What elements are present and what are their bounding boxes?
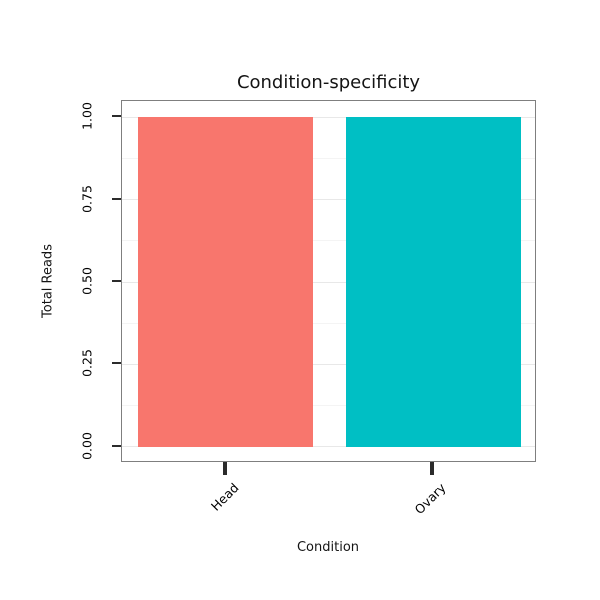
x-tick-label: Head — [207, 480, 242, 514]
y-tick-mark — [112, 444, 121, 447]
gridlines-layer — [122, 101, 535, 461]
y-tick-mark — [112, 197, 121, 200]
plot-panel — [121, 100, 536, 462]
x-tick-mark — [222, 462, 227, 475]
major-gridline — [122, 199, 535, 201]
x-tick-mark — [430, 462, 435, 475]
bar-head — [138, 117, 314, 447]
major-gridline — [122, 363, 535, 365]
chart-title: Condition-specificity — [236, 72, 421, 93]
y-tick-label: 1.00 — [79, 102, 95, 131]
minor-gridline — [122, 404, 535, 406]
minor-gridline — [122, 240, 535, 242]
minor-gridline — [122, 322, 535, 324]
minor-gridline — [122, 158, 535, 160]
y-tick-label: 0.00 — [79, 431, 95, 460]
x-tick-label: Ovary — [411, 480, 449, 518]
y-tick-label: 0.25 — [79, 349, 95, 378]
y-tick-label: 0.75 — [79, 184, 95, 213]
y-tick-label: 0.50 — [79, 267, 95, 295]
y-tick-mark — [112, 362, 121, 365]
y-axis-title: Total Reads — [40, 244, 56, 318]
y-tick-mark — [112, 280, 121, 282]
x-axis-title: Condition — [296, 540, 360, 555]
major-gridline — [122, 116, 535, 118]
major-gridline — [122, 446, 535, 448]
y-tick-mark — [112, 115, 121, 118]
bars-layer — [122, 101, 535, 461]
bar-ovary — [345, 117, 521, 447]
major-gridline — [122, 281, 535, 283]
